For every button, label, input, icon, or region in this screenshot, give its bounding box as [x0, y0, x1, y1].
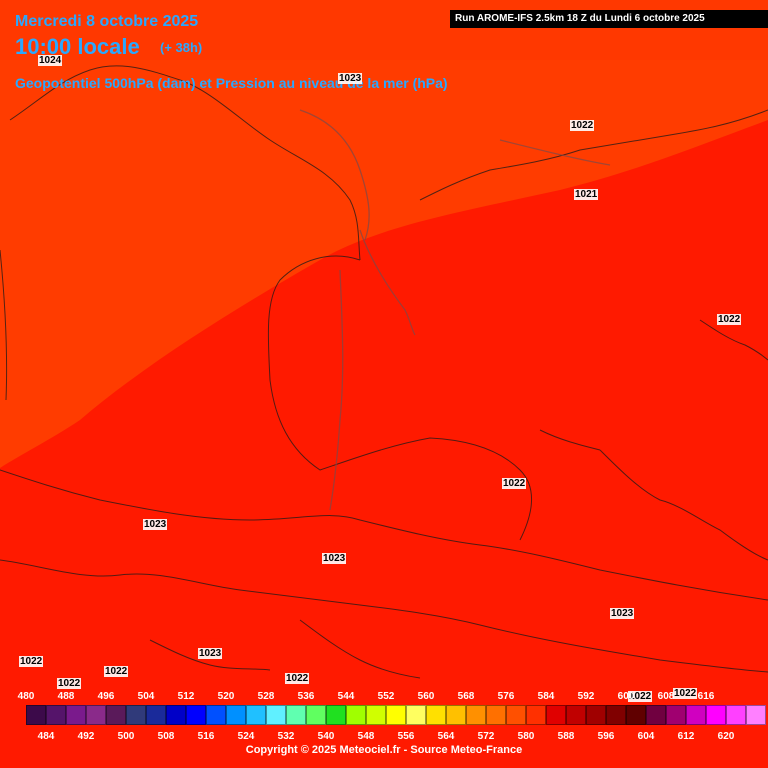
- isobar-label: 1022: [570, 120, 595, 131]
- isobar-label: 1023: [143, 519, 168, 530]
- legend-swatch: [306, 705, 326, 725]
- isobar-label: 1022: [502, 478, 527, 489]
- legend-swatch: [746, 705, 766, 725]
- legend-top-label: 520: [217, 691, 235, 702]
- legend-swatch: [26, 705, 46, 725]
- legend-top-label: 552: [377, 691, 395, 702]
- legend-bottom-label: 508: [157, 731, 175, 742]
- legend-bottom-label: 604: [637, 731, 655, 742]
- legend-swatch: [426, 705, 446, 725]
- variable-title: Geopotentiel 500hPa (dam) et Pression au…: [15, 75, 448, 91]
- legend-top-label: 512: [177, 691, 195, 702]
- forecast-offset: (+ 38h): [160, 40, 203, 55]
- legend-top-label: 568: [457, 691, 475, 702]
- legend-top-label: 584: [537, 691, 555, 702]
- forecast-date: Mercredi 8 octobre 2025: [15, 13, 199, 30]
- legend-swatch: [206, 705, 226, 725]
- legend-top-label: 560: [417, 691, 435, 702]
- isobar-label: 1022: [104, 666, 129, 677]
- legend-swatch: [366, 705, 386, 725]
- legend-swatch: [566, 705, 586, 725]
- legend-top-label: 488: [57, 691, 75, 702]
- legend-swatch: [606, 705, 626, 725]
- legend-swatch: [186, 705, 206, 725]
- legend-swatch: [326, 705, 346, 725]
- legend-swatch: [166, 705, 186, 725]
- legend-bottom-label: 540: [317, 731, 335, 742]
- legend-top-label: 504: [137, 691, 155, 702]
- legend-swatch: [386, 705, 406, 725]
- legend-bottom-label: 484: [37, 731, 55, 742]
- isobar-label: 1022: [19, 656, 44, 667]
- copyright-text: Copyright © 2025 Meteociel.fr - Source M…: [245, 744, 523, 756]
- legend-swatch: [666, 705, 686, 725]
- legend-top-label: 480: [17, 691, 35, 702]
- legend-swatch: [546, 705, 566, 725]
- legend-bottom-label: 580: [517, 731, 535, 742]
- legend-bottom-label: 524: [237, 731, 255, 742]
- legend-swatch: [346, 705, 366, 725]
- legend-top-label: 608: [657, 691, 675, 702]
- legend-swatch: [226, 705, 246, 725]
- isobar-label: 1022: [628, 691, 653, 702]
- legend-top-label: 536: [297, 691, 315, 702]
- legend-swatch: [626, 705, 646, 725]
- coastlines-borders: [0, 65, 768, 679]
- legend-top-label: 544: [337, 691, 355, 702]
- isobar-label: 1023: [198, 648, 223, 659]
- orange-zone: [0, 0, 768, 468]
- legend-swatch: [106, 705, 126, 725]
- geo-contours: [299, 109, 611, 511]
- legend-bottom-label: 492: [77, 731, 95, 742]
- legend-swatch: [706, 705, 726, 725]
- legend-swatch: [86, 705, 106, 725]
- legend-bottom-label: 564: [437, 731, 455, 742]
- legend-swatch: [126, 705, 146, 725]
- isobar-label: 1022: [673, 688, 698, 699]
- legend-bottom-label: 596: [597, 731, 615, 742]
- legend-swatch: [466, 705, 486, 725]
- legend-swatch: [526, 705, 546, 725]
- legend-bottom-label: 572: [477, 731, 495, 742]
- isobar-label: 1021: [574, 189, 599, 200]
- legend-swatch: [506, 705, 526, 725]
- legend-top-label: 528: [257, 691, 275, 702]
- legend-swatch: [406, 705, 426, 725]
- legend-swatch: [646, 705, 666, 725]
- legend-swatch: [586, 705, 606, 725]
- legend-swatch: [46, 705, 66, 725]
- legend-swatch: [686, 705, 706, 725]
- legend-top-label: 496: [97, 691, 115, 702]
- legend-top-label: 576: [497, 691, 515, 702]
- legend-swatch: [146, 705, 166, 725]
- legend-swatch: [246, 705, 266, 725]
- legend-bottom-label: 620: [717, 731, 735, 742]
- isobar-label: 1022: [285, 673, 310, 684]
- legend-top-label: 600: [617, 691, 635, 702]
- legend-swatch: [726, 705, 746, 725]
- legend-top-label: 616: [697, 691, 715, 702]
- legend-swatch: [66, 705, 86, 725]
- isobar-label: 1024: [38, 55, 63, 66]
- legend-bottom-label: 612: [677, 731, 695, 742]
- legend-bottom-label: 500: [117, 731, 135, 742]
- isobar-label: 1022: [717, 314, 742, 325]
- legend-bottom-label: 548: [357, 731, 375, 742]
- legend-bottom-label: 532: [277, 731, 295, 742]
- isobar-label: 1023: [338, 73, 363, 84]
- legend-bottom-label: 516: [197, 731, 215, 742]
- legend-swatch: [266, 705, 286, 725]
- legend-swatch: [286, 705, 306, 725]
- isobar-label: 1023: [610, 608, 635, 619]
- run-info: Run AROME-IFS 2.5km 18 Z du Lundi 6 octo…: [450, 10, 768, 28]
- isobar-label: 1023: [322, 553, 347, 564]
- legend-bottom-label: 588: [557, 731, 575, 742]
- forecast-time: 10:00 locale: [15, 34, 140, 59]
- legend-bottom-label: 556: [397, 731, 415, 742]
- legend-swatch: [486, 705, 506, 725]
- legend-swatch: [446, 705, 466, 725]
- legend-top-label: 592: [577, 691, 595, 702]
- isobar-label: 1022: [57, 678, 82, 689]
